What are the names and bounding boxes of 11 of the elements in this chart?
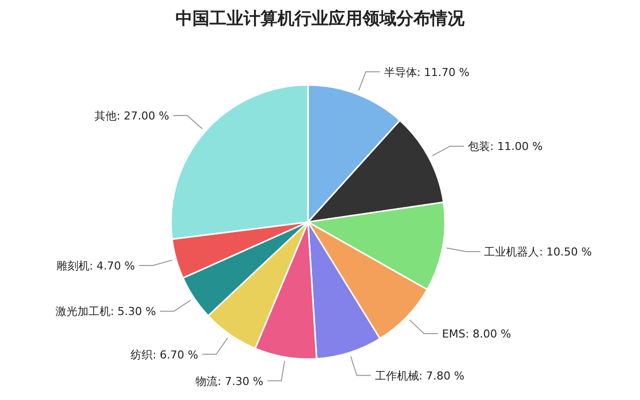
slice-label: EMS: 8.00 % xyxy=(442,328,512,341)
chart-title: 中国工业计算机行业应用领域分布情况 xyxy=(176,9,466,29)
slice-label: 雕刻机: 4.70 % xyxy=(56,259,135,272)
slice-label: 纺织: 6.70 % xyxy=(130,348,198,362)
slice-label: 工业机器人: 10.50 % xyxy=(484,246,592,259)
slice-label: 半导体: 11.70 % xyxy=(384,66,470,79)
slice-label: 工作机械: 7.80 % xyxy=(374,369,464,382)
slice-label: 其他: 27.00 % xyxy=(94,110,170,123)
slice-label: 包装: 11.00 % xyxy=(468,140,543,154)
slice-label: 物流: 7.30 % xyxy=(196,374,264,388)
slice-label: 激光加工机: 5.30 % xyxy=(55,305,156,318)
